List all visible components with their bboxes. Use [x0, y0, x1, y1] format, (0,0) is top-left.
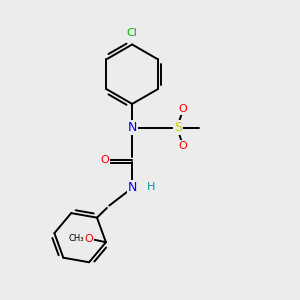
Text: Cl: Cl [127, 28, 138, 38]
Text: O: O [178, 141, 187, 151]
Text: O: O [84, 234, 93, 244]
Text: H: H [147, 182, 156, 192]
Text: CH₃: CH₃ [68, 234, 84, 243]
Text: O: O [178, 104, 187, 114]
Text: N: N [128, 121, 137, 134]
Text: N: N [128, 181, 137, 194]
Text: S: S [174, 121, 182, 134]
Text: O: O [100, 154, 109, 164]
